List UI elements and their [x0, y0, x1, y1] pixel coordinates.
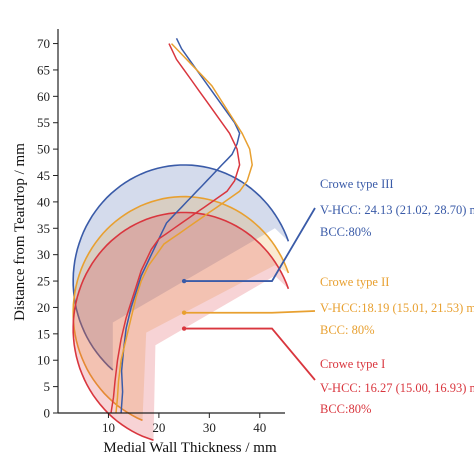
x-tick-label-10: 10 — [102, 420, 115, 435]
x-axis-label: Medial Wall Thickness / mm — [103, 440, 277, 456]
annotation-title-2: Crowe type II — [320, 275, 389, 289]
y-tick-label-5: 5 — [44, 379, 51, 394]
y-tick-label-60: 60 — [37, 89, 50, 104]
region-arc-1 — [72, 164, 290, 371]
region-fill-3 — [73, 212, 289, 441]
y-tick-label-0: 0 — [44, 406, 51, 421]
y-tick-label-70: 70 — [37, 36, 50, 51]
y-tick-label-65: 65 — [37, 62, 50, 77]
y-axis-label: Distance from Teardrop / mm — [12, 143, 28, 321]
annotation-bcc-3: BCC:80% — [320, 402, 371, 416]
y-tick-label-45: 45 — [37, 168, 50, 183]
annotation-hcc-2: V-HCC:18.19 (15.01, 21.53) mm — [320, 301, 474, 315]
y-tick-label-50: 50 — [37, 142, 50, 157]
region-arc-2 — [72, 195, 290, 422]
annotation-connectors — [181, 207, 316, 381]
annotation-hcc-1: V-HCC: 24.13 (21.02, 28.70) mm — [320, 203, 474, 217]
annotation-title-1: Crowe type III — [320, 177, 394, 191]
connector-2 — [184, 310, 316, 314]
annotation-title-3: Crowe type I — [320, 357, 385, 371]
y-tick-label-55: 55 — [37, 115, 50, 130]
x-tick-label-30: 30 — [203, 420, 216, 435]
data-lines — [110, 37, 253, 414]
y-tick-label-40: 40 — [37, 194, 50, 209]
annotation-hcc-3: V-HCC: 16.27 (15.00, 16.93) mm — [320, 381, 474, 395]
annotation-bcc-2: BCC: 80% — [320, 323, 375, 337]
marker-3 — [181, 326, 187, 331]
x-tick-label-20: 20 — [152, 420, 165, 435]
region-fill-2 — [73, 196, 289, 421]
connector-3 — [184, 327, 316, 381]
series-line-2 — [115, 43, 253, 414]
region-arc-3 — [72, 211, 290, 441]
y-tick-label-15: 15 — [37, 326, 50, 341]
y-tick-label-30: 30 — [37, 247, 50, 262]
series-line-1 — [120, 37, 241, 414]
x-tick-label-40: 40 — [253, 420, 266, 435]
y-tick-label-35: 35 — [37, 221, 50, 236]
y-tick-label-25: 25 — [37, 274, 50, 289]
axes: 0 5 10 15 20 25 30 35 40 45 50 55 60 65 70 10 20 30 40 — [37, 29, 285, 435]
y-tick-label-20: 20 — [37, 300, 50, 315]
marker-2 — [181, 310, 187, 315]
connector-1 — [184, 207, 316, 282]
region-fill-1 — [73, 165, 289, 370]
highlight-regions — [72, 164, 290, 441]
series-line-3 — [110, 43, 241, 414]
annotations: Crowe type III V-HCC: 24.13 (21.02, 28.70… — [320, 177, 474, 416]
marker-1 — [181, 278, 187, 284]
annotation-bcc-1: BCC:80% — [320, 225, 371, 239]
y-tick-label-10: 10 — [37, 353, 50, 368]
